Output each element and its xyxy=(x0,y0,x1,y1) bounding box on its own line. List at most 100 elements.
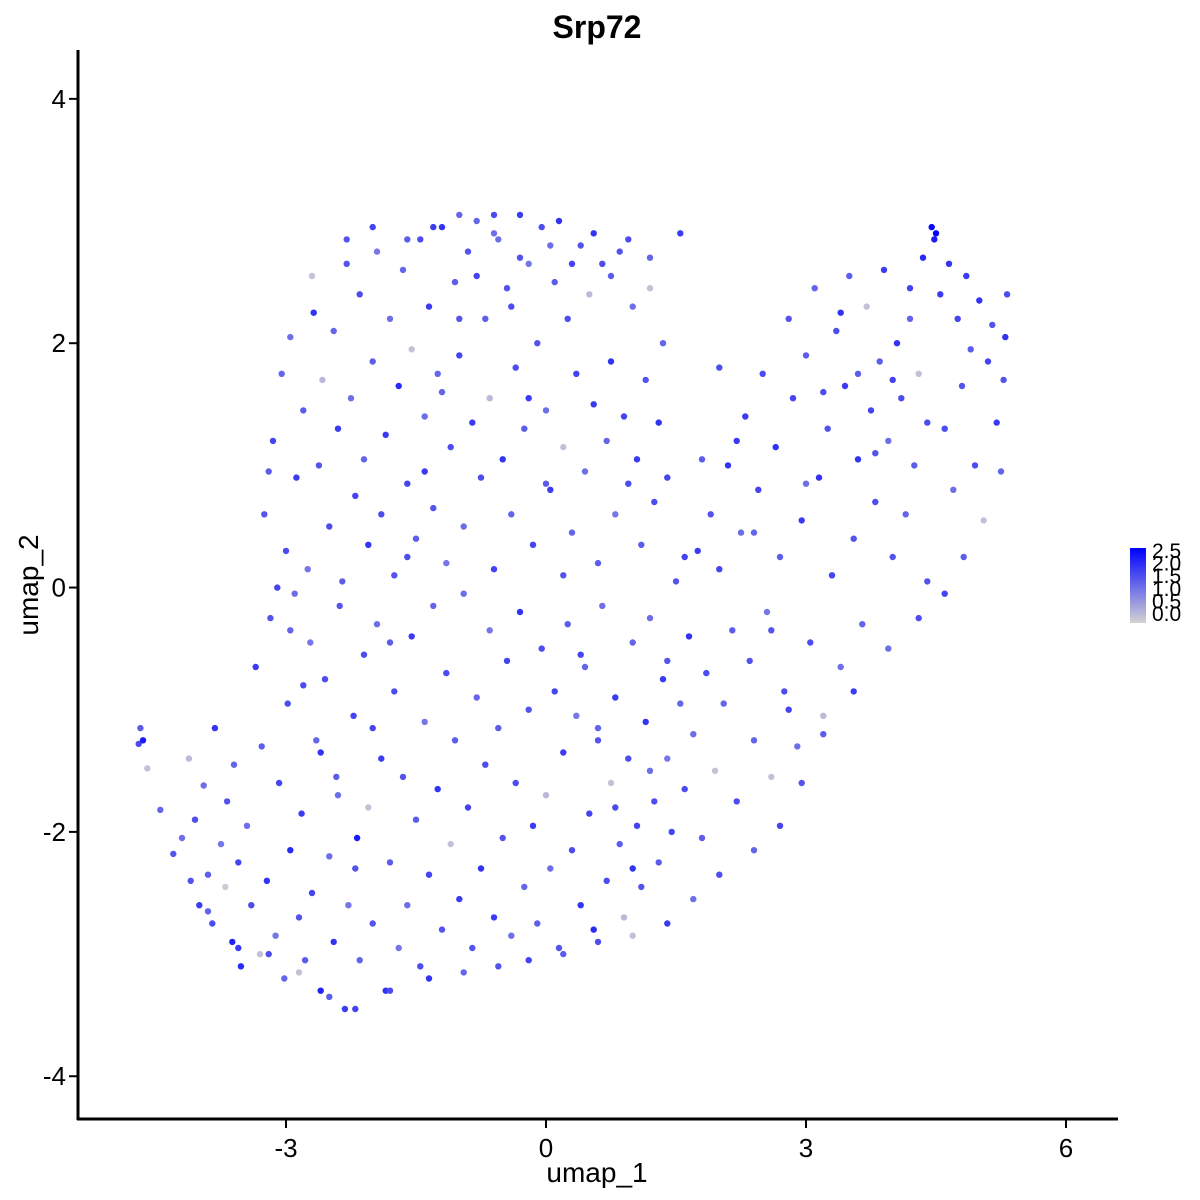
x-tick-label: -3 xyxy=(274,1133,297,1163)
data-point xyxy=(456,211,463,219)
colorbar-label: 2.5 xyxy=(1152,540,1181,563)
data-point xyxy=(755,486,762,493)
data-point xyxy=(750,847,758,854)
data-point xyxy=(482,315,489,322)
data-point xyxy=(538,645,545,652)
data-point xyxy=(655,419,662,426)
data-points xyxy=(135,211,1011,1013)
data-point xyxy=(473,694,480,701)
data-point xyxy=(642,718,649,726)
data-point xyxy=(898,395,905,402)
data-point xyxy=(490,566,498,573)
data-point xyxy=(443,559,450,567)
data-point xyxy=(499,834,506,842)
data-point xyxy=(512,779,519,787)
data-point xyxy=(599,602,606,610)
data-point xyxy=(642,376,649,384)
data-point xyxy=(421,718,428,726)
data-point xyxy=(625,755,632,762)
data-point xyxy=(885,645,892,652)
data-point xyxy=(525,260,532,267)
data-point xyxy=(646,285,654,292)
data-point xyxy=(902,511,909,518)
data-point xyxy=(820,388,827,396)
data-point xyxy=(963,272,970,280)
data-point xyxy=(555,944,563,952)
data-point xyxy=(950,486,957,493)
data-point xyxy=(187,877,194,884)
data-point xyxy=(568,260,576,267)
data-point xyxy=(850,688,857,695)
data-point xyxy=(954,315,961,322)
data-point xyxy=(672,578,680,585)
data-point xyxy=(237,963,245,970)
data-point xyxy=(659,340,667,347)
data-point xyxy=(373,248,381,255)
data-point xyxy=(460,969,467,976)
data-point xyxy=(633,822,641,829)
data-point xyxy=(395,382,402,390)
data-point xyxy=(529,822,537,829)
data-point xyxy=(694,547,701,555)
data-point xyxy=(438,388,446,396)
data-point xyxy=(646,767,654,774)
data-point xyxy=(824,425,831,432)
data-point xyxy=(482,761,489,768)
data-point xyxy=(258,743,265,750)
data-point xyxy=(837,663,844,671)
data-point xyxy=(352,865,359,872)
data-point xyxy=(345,902,352,909)
data-point xyxy=(307,639,314,646)
data-point xyxy=(906,285,914,292)
data-point xyxy=(707,511,714,518)
data-point xyxy=(599,260,606,267)
data-point xyxy=(586,291,593,298)
data-point xyxy=(893,340,901,347)
x-tick-label: 0 xyxy=(539,1133,553,1163)
data-point xyxy=(434,785,441,793)
data-point xyxy=(724,462,732,469)
data-point xyxy=(573,370,580,377)
data-point xyxy=(223,798,231,805)
data-point xyxy=(430,602,437,610)
data-point xyxy=(612,804,619,811)
data-point xyxy=(272,932,279,939)
data-point xyxy=(456,895,463,903)
data-point xyxy=(924,578,931,585)
data-point xyxy=(293,474,300,481)
data-point xyxy=(204,908,212,915)
data-point xyxy=(937,291,944,298)
data-point xyxy=(339,578,346,585)
data-point xyxy=(430,504,437,512)
data-point xyxy=(336,602,343,610)
data-point xyxy=(651,498,658,506)
data-point xyxy=(742,413,749,420)
data-point xyxy=(776,553,784,561)
data-point xyxy=(425,303,433,310)
data-point xyxy=(716,364,723,371)
data-point xyxy=(603,877,610,884)
data-point xyxy=(798,779,805,787)
chart-title: Srp72 xyxy=(553,9,642,45)
data-point xyxy=(525,706,532,713)
data-point xyxy=(230,761,238,768)
data-point xyxy=(547,865,554,872)
data-point xyxy=(794,743,801,750)
data-point xyxy=(625,236,632,243)
data-point xyxy=(928,223,935,231)
data-point xyxy=(915,370,922,377)
data-point xyxy=(473,217,480,225)
data-point xyxy=(326,523,333,530)
data-point xyxy=(915,614,922,622)
data-point xyxy=(486,395,493,402)
data-point xyxy=(594,724,602,732)
data-point xyxy=(989,321,996,329)
data-point xyxy=(211,724,219,732)
data-point xyxy=(347,395,355,402)
data-point xyxy=(590,926,597,933)
data-point xyxy=(469,944,476,952)
data-point xyxy=(863,303,870,310)
data-point xyxy=(872,450,879,457)
data-point xyxy=(326,993,333,1000)
data-point xyxy=(464,804,472,811)
